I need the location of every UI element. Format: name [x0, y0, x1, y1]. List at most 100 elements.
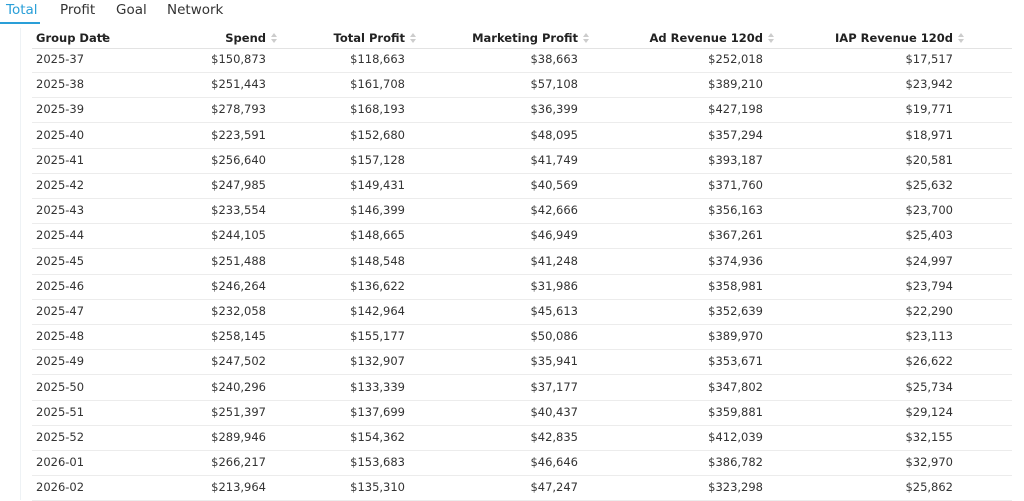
cell: $23,942 [905, 77, 953, 92]
cell: $48,095 [530, 127, 578, 142]
cell: $24,997 [905, 253, 953, 268]
tab[interactable]: Total [6, 2, 38, 18]
sort-icon[interactable] [410, 33, 416, 43]
left-gutter [20, 28, 33, 500]
cell: 2025-52 [36, 430, 85, 444]
table-row: 2025-44 $244,105 $148,665 $46,949 $367,261 $2… [32, 223, 1012, 250]
sort-icon[interactable] [958, 33, 964, 43]
cell: $22,290 [905, 304, 953, 318]
cell: $347,802 [708, 379, 763, 394]
cell: $278,793 [211, 102, 266, 117]
cell: $356,163 [708, 203, 763, 218]
cell: $135,310 [350, 480, 405, 495]
table-row: 2025-47 $232,058 $142,964 $45,613 $352,639 $2… [32, 299, 1012, 325]
cell: $32,970 [905, 455, 953, 470]
cell: $157,128 [350, 152, 405, 167]
table-header: Group Date Spend Total Profit Marketing Pro… [32, 28, 1012, 49]
cell: $358,981 [708, 278, 763, 293]
cell: $23,113 [905, 329, 953, 344]
cell: 2025-38 [36, 77, 85, 92]
table-row: 2025-39 $278,793 $168,193 $36,399 $427,198 $1… [32, 97, 1012, 124]
cell: $47,247 [530, 480, 578, 495]
sort-icon[interactable] [583, 33, 589, 43]
cell: $244,105 [211, 228, 266, 243]
cell: $42,666 [530, 203, 578, 218]
column-header[interactable]: Ad Revenue 120d [649, 31, 763, 45]
cell: 2025-45 [36, 253, 85, 268]
cell: $38,663 [530, 52, 578, 66]
column-header[interactable]: Spend [225, 31, 266, 45]
cell: $367,261 [708, 228, 763, 243]
active-tab-indicator [0, 22, 40, 24]
cell: $42,835 [530, 430, 578, 444]
cell: $251,397 [211, 404, 266, 419]
cell: $26,622 [905, 354, 953, 369]
cell: $17,517 [905, 52, 953, 66]
cell: $251,488 [211, 253, 266, 268]
cell: $148,665 [350, 228, 405, 243]
column-header[interactable]: Marketing Profit [472, 31, 578, 45]
tab[interactable]: Profit [60, 2, 96, 18]
table-row: 2025-41 $256,640 $157,128 $41,749 $393,187 $2… [32, 148, 1012, 174]
cell: 2026-02 [36, 480, 85, 495]
cell: 2025-39 [36, 102, 85, 117]
cell: 2025-42 [36, 178, 85, 192]
cell: $389,210 [708, 77, 763, 92]
cell: $161,708 [350, 77, 405, 92]
cell: $289,946 [211, 430, 266, 444]
cell: $223,591 [211, 127, 266, 142]
cell: $323,298 [708, 480, 763, 495]
cell: $41,749 [530, 152, 578, 167]
cell: $153,683 [350, 455, 405, 470]
table-row: 2025-52 $289,946 $154,362 $42,835 $412,039 $3… [32, 425, 1012, 451]
table-row: 2025-50 $240,296 $133,339 $37,177 $347,802 $2… [32, 375, 1012, 401]
cell: $427,198 [708, 102, 763, 117]
cell: $46,646 [530, 455, 578, 470]
cell: $389,970 [708, 329, 763, 344]
cell: $266,217 [211, 455, 266, 470]
cell: $240,296 [211, 379, 266, 394]
cell: $25,403 [905, 228, 953, 243]
column-header[interactable]: Total Profit [333, 31, 405, 45]
cell: $23,700 [905, 203, 953, 218]
sort-icon[interactable] [101, 33, 107, 43]
tab[interactable]: Network [167, 2, 224, 18]
cell: $45,613 [530, 304, 578, 318]
cell: $136,622 [350, 278, 405, 293]
cell: $232,058 [211, 304, 266, 318]
cell: $353,671 [708, 354, 763, 369]
column-header[interactable]: Group Date [36, 31, 111, 45]
table-row: 2026-01 $266,217 $153,683 $46,646 $386,782 $3… [32, 450, 1012, 477]
sort-icon[interactable] [271, 33, 277, 43]
cell: $40,437 [530, 404, 578, 419]
cell: $154,362 [350, 430, 405, 444]
cell: $256,640 [211, 152, 266, 167]
cell: $155,177 [350, 329, 405, 344]
cell: $233,554 [211, 203, 266, 218]
table-row: 2025-51 $251,397 $137,699 $40,437 $359,881 $2… [32, 400, 1012, 426]
cell: $36,399 [530, 102, 578, 117]
sort-icon[interactable] [768, 33, 774, 43]
table-row: 2026-02 $213,964 $135,310 $47,247 $323,298 $2… [32, 475, 1012, 501]
table-row: 2025-42 $247,985 $149,431 $40,569 $371,760 $2… [32, 173, 1012, 199]
cell: $137,699 [350, 404, 405, 419]
column-header[interactable]: IAP Revenue 120d [835, 31, 953, 45]
table-row: 2025-48 $258,145 $155,177 $50,086 $389,970 $2… [32, 324, 1012, 351]
table-row: 2025-46 $246,264 $136,622 $31,986 $358,981 $2… [32, 274, 1012, 300]
cell: $32,155 [905, 430, 953, 444]
cell: $25,862 [905, 480, 953, 495]
tab[interactable]: Goal [116, 2, 147, 18]
cell: 2026-01 [36, 455, 85, 470]
table-row: 2025-37 $150,873 $118,663 $38,663 $252,018 $1… [32, 47, 1012, 73]
cell: $41,248 [530, 253, 578, 268]
cell: 2025-47 [36, 304, 85, 318]
cell: $357,294 [708, 127, 763, 142]
cell: $133,339 [350, 379, 405, 394]
cell: $132,907 [350, 354, 405, 369]
cell: $46,949 [530, 228, 578, 243]
cell: 2025-37 [36, 52, 85, 66]
cell: 2025-44 [36, 228, 85, 243]
cell: $247,502 [211, 354, 266, 369]
cell: 2025-41 [36, 152, 85, 167]
